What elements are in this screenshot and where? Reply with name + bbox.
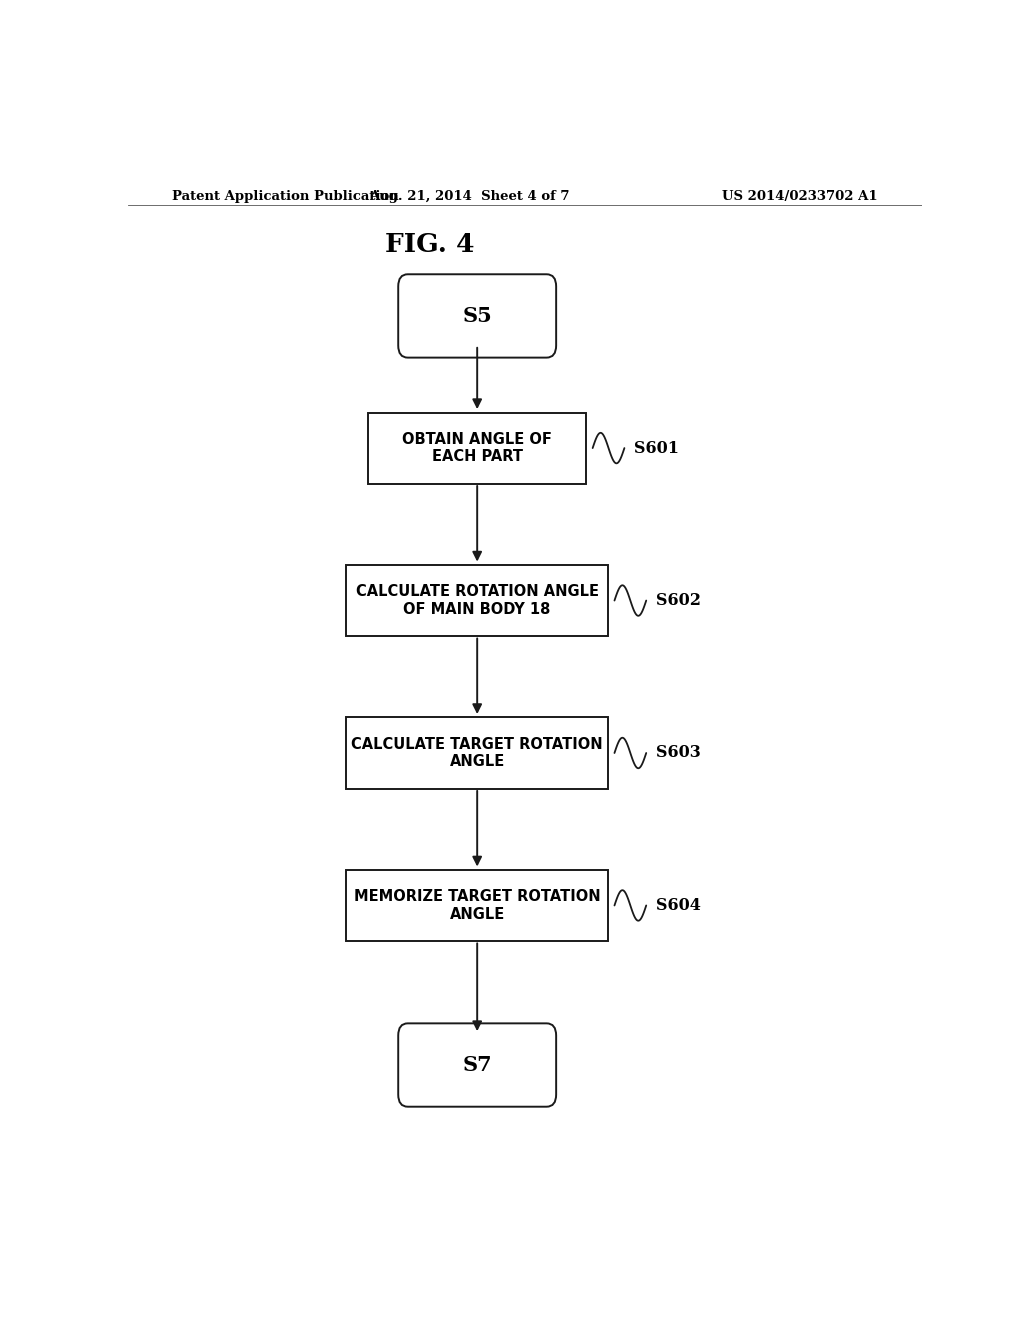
Text: S603: S603 [655,744,700,762]
Text: S604: S604 [655,898,700,913]
Text: S601: S601 [634,440,679,457]
Bar [346,718,608,788]
Text: S7: S7 [463,1055,492,1074]
Text: Aug. 21, 2014  Sheet 4 of 7: Aug. 21, 2014 Sheet 4 of 7 [369,190,569,202]
Text: S5: S5 [462,306,493,326]
Text: US 2014/0233702 A1: US 2014/0233702 A1 [722,190,878,202]
FancyBboxPatch shape [398,1023,556,1106]
FancyBboxPatch shape [398,275,556,358]
Text: CALCULATE TARGET ROTATION
ANGLE: CALCULATE TARGET ROTATION ANGLE [351,737,603,770]
Bar [368,413,587,483]
Text: Patent Application Publication: Patent Application Publication [172,190,398,202]
Text: S602: S602 [655,593,700,609]
Text: OBTAIN ANGLE OF
EACH PART: OBTAIN ANGLE OF EACH PART [402,432,552,465]
Bar [346,565,608,636]
Text: MEMORIZE TARGET ROTATION
ANGLE: MEMORIZE TARGET ROTATION ANGLE [354,890,600,921]
Bar [346,870,608,941]
Text: CALCULATE ROTATION ANGLE
OF MAIN BODY 18: CALCULATE ROTATION ANGLE OF MAIN BODY 18 [355,585,599,616]
Text: FIG. 4: FIG. 4 [385,232,474,257]
